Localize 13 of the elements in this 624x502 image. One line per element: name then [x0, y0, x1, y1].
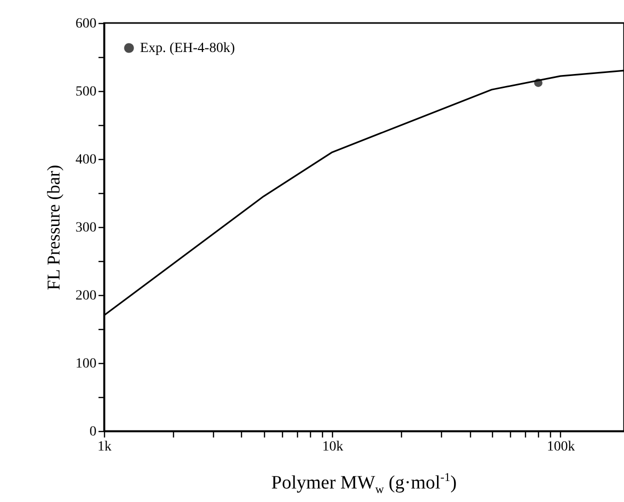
- y-tick-label: 0: [90, 424, 96, 440]
- y-tick-label: 300: [76, 220, 96, 236]
- y-axis-title: FL Pressure (bar): [44, 164, 64, 290]
- x-tick-label: 1k: [98, 440, 112, 454]
- x-tick-label: 10k: [322, 440, 344, 454]
- y-tick-label: 500: [76, 84, 96, 100]
- legend-label: Exp. (EH-4-80k): [140, 41, 236, 56]
- y-tick-label: 600: [76, 16, 96, 32]
- y-tick-label: 200: [76, 288, 96, 304]
- x-tick-label: 100k: [546, 440, 575, 454]
- y-tick-label: 400: [76, 152, 96, 168]
- y-tick-label: 100: [76, 356, 96, 372]
- x-axis-title: Polymer MW$_{w}$ (g·mol$^{-1}$): [270, 470, 458, 498]
